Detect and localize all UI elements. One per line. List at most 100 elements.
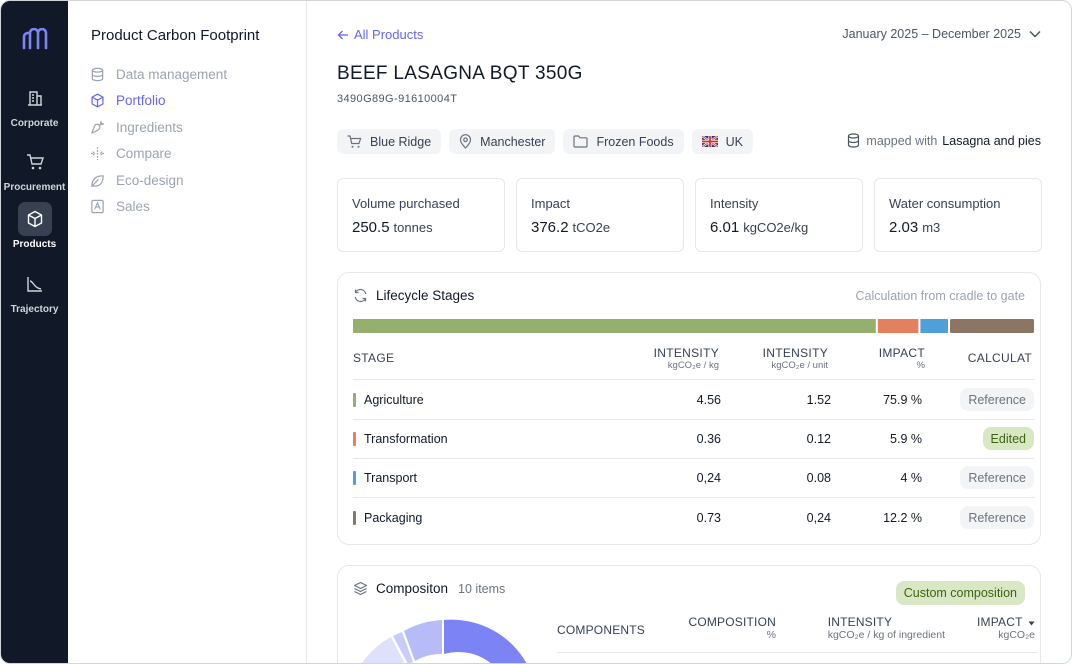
- col-header-intensity-kg[interactable]: INTENSITY kgCO₂e / kg: [654, 346, 719, 371]
- kpi-impact-card: Impact 376.2 tCO2e: [516, 178, 684, 252]
- nav-item-eco-design[interactable]: Eco-design: [90, 167, 227, 194]
- kpi-water-card: Water consumption 2.03 m3: [874, 178, 1042, 252]
- col-header-components[interactable]: COMPONENTS: [557, 623, 646, 637]
- col-header-intensity[interactable]: INTENSITY kgCO₂e / kg of ingredient: [828, 615, 945, 641]
- stack-segment-packaging[interactable]: [950, 319, 1034, 333]
- lifecycle-title: Lifecycle Stages: [376, 288, 475, 303]
- back-link[interactable]: All Products: [337, 27, 423, 42]
- divider: [353, 379, 1034, 380]
- rail-item-trajectory[interactable]: Trajectory: [1, 267, 68, 315]
- mapping-value[interactable]: Lasagna and pies: [942, 133, 1041, 148]
- kpi-unit: tonnes: [393, 220, 433, 235]
- date-range-selector[interactable]: January 2025 – December 2025: [842, 27, 1041, 41]
- mapping-prefix: mapped with: [866, 133, 938, 148]
- col-header-impact[interactable]: IMPACT kgCO₂e: [977, 615, 1035, 641]
- donut-segment[interactable]: [360, 637, 406, 664]
- composition-card: Compositon 10 items Custom composition C…: [337, 565, 1041, 664]
- donut-segment[interactable]: [444, 619, 528, 664]
- donut-segment[interactable]: [393, 632, 413, 664]
- nav-title: Product Carbon Footprint: [91, 27, 260, 44]
- table-row[interactable]: Transformation 0.36 0.12 5.9 % Edited: [353, 419, 1034, 458]
- table-row[interactable]: Packaging 0.73 0,24 12.2 % Reference: [353, 498, 1034, 537]
- kpi-value: 2.03: [889, 219, 919, 236]
- kpi-label: Intensity: [710, 196, 759, 211]
- tag-country[interactable]: UK: [691, 129, 753, 154]
- stack-segment-agriculture[interactable]: [353, 319, 876, 333]
- col-header-sub: kgCO₂e / unit: [771, 360, 829, 371]
- logo-icon[interactable]: [22, 28, 48, 50]
- stage-name: Agriculture: [364, 393, 424, 407]
- composition-title: Compositon: [376, 581, 449, 596]
- leaf-icon: [91, 174, 104, 187]
- nav-item-label: Compare: [116, 146, 172, 162]
- col-header-sub: %: [916, 360, 925, 371]
- col-header-impact[interactable]: IMPACT %: [879, 346, 925, 371]
- arrow-left-icon: [337, 30, 348, 39]
- kpi-label: Impact: [531, 196, 571, 211]
- calc-badge[interactable]: Reference: [960, 388, 1034, 411]
- sales-icon: [91, 200, 104, 214]
- lifecycle-stack-bar: [353, 319, 1034, 333]
- rail-item-products[interactable]: Products: [1, 202, 68, 250]
- calc-badge[interactable]: Reference: [960, 506, 1034, 529]
- sort-down-icon: [1028, 621, 1035, 626]
- impact-pct: 75.9 %: [883, 393, 922, 407]
- tag-location[interactable]: Manchester: [449, 129, 556, 154]
- product-tags: Blue Ridge Manchester Frozen Foods UK: [337, 129, 753, 154]
- left-rail: Corporate Procurement Products Trajector…: [1, 1, 68, 663]
- nav-item-sales[interactable]: Sales: [90, 194, 227, 221]
- rail-item-procurement[interactable]: Procurement: [1, 145, 68, 193]
- col-header-label: INTENSITY: [762, 346, 828, 360]
- intensity-unit: 0,24: [806, 511, 831, 525]
- kpi-unit: kgCO2e/kg: [743, 220, 809, 235]
- intensity-unit: 0.12: [806, 432, 831, 446]
- donut-segment[interactable]: [404, 620, 442, 661]
- col-header-label: INTENSITY: [653, 346, 719, 360]
- folder-icon: [573, 135, 589, 148]
- table-row[interactable]: Agriculture 4.56 1.52 75.9 % Reference: [353, 380, 1034, 419]
- calc-badge[interactable]: Edited: [982, 427, 1034, 450]
- custom-composition-badge[interactable]: Custom composition: [895, 581, 1025, 605]
- chart-icon: [18, 267, 52, 301]
- kpi-unit: tCO2e: [572, 220, 611, 235]
- nav-item-compare[interactable]: Compare: [90, 141, 227, 168]
- uk-flag-icon: [701, 136, 718, 147]
- kpi-row: Volume purchased 250.5 tonnes Impact 376.…: [337, 178, 1042, 252]
- nav-item-data-management[interactable]: Data management: [90, 61, 227, 88]
- col-header-sub: kgCO₂e / kg of ingredient: [827, 629, 945, 641]
- mapping-info: mapped with Lasagna and pies: [847, 133, 1041, 148]
- impact-pct: 12.2 %: [883, 511, 922, 525]
- stage-name: Packaging: [364, 511, 423, 525]
- stack-segment-transport[interactable]: [920, 319, 948, 333]
- intensity-kg: 0.36: [696, 432, 721, 446]
- intensity-unit: 0.08: [806, 471, 831, 485]
- nav-item-portfolio[interactable]: Portfolio: [90, 88, 227, 115]
- tag-supplier[interactable]: Blue Ridge: [337, 129, 442, 154]
- col-header-calc[interactable]: CALCULAT: [967, 351, 1032, 365]
- tag-label: Manchester: [480, 134, 546, 149]
- nav-item-label: Eco-design: [116, 172, 184, 188]
- rail-label: Trajectory: [10, 304, 59, 315]
- col-header-sub: kgCO₂e / kg: [667, 360, 719, 371]
- lifecycle-card: Lifecycle Stages Calculation from cradle…: [337, 272, 1041, 545]
- stage-swatch: [353, 471, 356, 485]
- stack-segment-transformation[interactable]: [877, 319, 919, 333]
- intensity-kg: 0.73: [696, 511, 721, 525]
- kpi-label: Water consumption: [889, 196, 1001, 211]
- composition-donut: [360, 619, 528, 664]
- nav-item-ingredients[interactable]: Ingredients: [90, 114, 227, 141]
- table-row[interactable]: Transport 0,24 0.08 4 % Reference: [353, 458, 1034, 497]
- col-header-intensity-unit[interactable]: INTENSITY kgCO₂e / unit: [763, 346, 828, 371]
- divider: [353, 497, 1034, 498]
- page-title: BEEF LASAGNA BQT 350G: [337, 63, 583, 84]
- col-header-label: COMPOSITION: [688, 615, 776, 629]
- rail-item-corporate[interactable]: Corporate: [1, 81, 68, 129]
- carrot-icon: [91, 120, 105, 134]
- tag-category[interactable]: Frozen Foods: [563, 129, 684, 154]
- impact-pct: 5.9 %: [890, 432, 922, 446]
- divider: [353, 458, 1034, 459]
- calc-badge[interactable]: Reference: [960, 466, 1034, 489]
- tag-label: Blue Ridge: [370, 134, 432, 149]
- composition-count: 10 items: [458, 581, 506, 596]
- col-header-composition[interactable]: COMPOSITION %: [688, 615, 776, 641]
